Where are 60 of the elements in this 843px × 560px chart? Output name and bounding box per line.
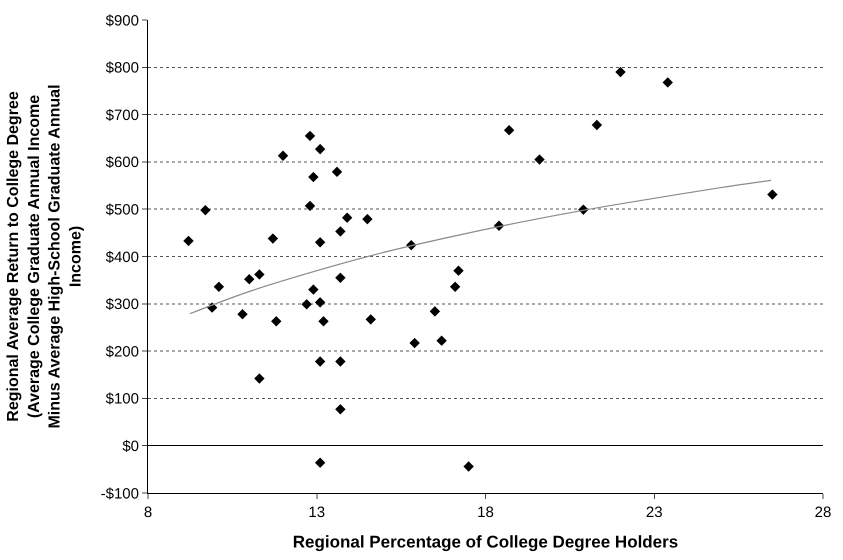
point [314,297,326,308]
point [362,214,373,224]
point [308,284,319,295]
point [200,204,211,216]
point [463,461,474,472]
point [301,299,312,310]
point [332,166,342,178]
point [504,125,514,136]
point [615,66,626,78]
x-tick-label: 8 [144,504,152,521]
x-tick-label: 18 [477,504,494,521]
y-tick-label: $800 [106,60,139,77]
point [314,356,326,367]
point [304,130,316,142]
x-axis-title: Regional Percentage of College Degree Holders [292,532,678,552]
point [237,309,248,320]
y-tick-label: $700 [106,106,139,124]
point [436,335,447,346]
y-tick-label: -$100 [100,485,139,502]
line-series [189,180,772,314]
y-tick-label: $200 [106,343,139,360]
point [314,144,326,154]
y-tick-label: $600 [106,154,139,172]
point [335,356,346,367]
point [304,200,316,212]
y-tick-label: $400 [106,248,139,266]
point [534,154,545,165]
point [592,120,602,130]
point [254,373,265,384]
point [318,316,329,326]
point [183,236,194,246]
point [662,77,673,88]
point [271,316,282,326]
x-tick-label: 23 [646,504,663,521]
y-tick-label: $300 [106,296,139,314]
point [254,269,265,280]
point [409,338,420,348]
point [342,212,352,223]
point [430,306,440,317]
point [278,150,288,161]
point [244,274,254,284]
y-tick-label: $0 [122,438,139,455]
point [308,172,319,182]
x-tick-label: 28 [814,504,832,521]
point [214,282,224,292]
y-tick-label: $900 [106,12,139,30]
point [335,404,346,414]
point [450,282,460,292]
point [366,314,376,325]
point [314,237,326,248]
y-tick-label: $500 [106,201,139,218]
point [314,458,326,468]
point [767,189,778,200]
y-tick-label: $100 [106,390,139,408]
y-axis-title: Regional Average Return to College Degree (Average College Graduate Annual Income Minus Average High-School Graduate Annual Income) [5,84,85,429]
point [335,226,346,237]
point [268,233,278,244]
point [335,272,346,283]
x-tick-label: 13 [308,504,326,521]
point [453,265,464,276]
